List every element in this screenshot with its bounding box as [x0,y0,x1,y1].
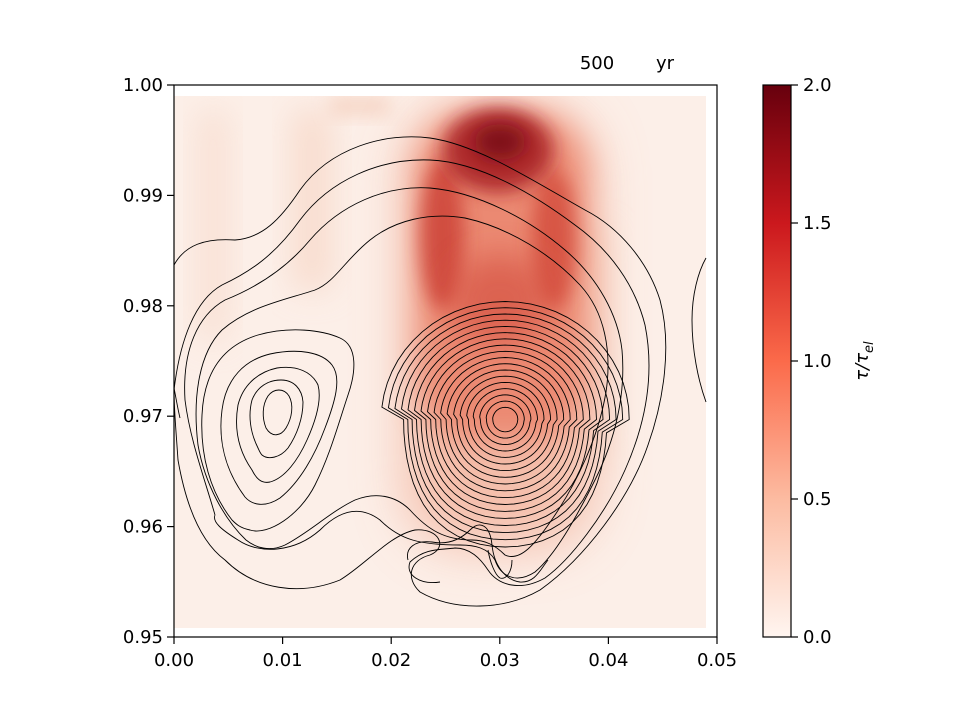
y-axis: 0.95 0.96 0.97 0.98 0.99 1.00 [123,75,174,648]
contour-right-17 [387,307,624,541]
contour-left-1 [201,329,355,532]
contour-edge-right [691,257,707,403]
contour-right-16 [394,313,617,534]
contour-left-2 [220,350,338,505]
y-tick-label: 0.95 [123,627,163,648]
contour-right-4 [472,388,538,452]
contour-right-14 [407,325,604,519]
contour-right-13 [414,332,597,512]
contour-right-5 [466,381,545,458]
contour-outer-2 [173,159,650,586]
contour-left-4 [249,379,304,459]
heat-blob-faint-left [198,110,228,340]
y-tick-label: 0.97 [123,406,163,427]
heat-blob-faint-center [292,110,332,290]
contour-right-12 [420,338,591,505]
contour-right-7 [453,369,558,472]
heat-blob-faint-top [330,96,390,116]
heat-blob-right-lobe [532,170,576,310]
x-tick-label: 0.04 [588,650,628,671]
contour-left-3 [236,366,320,483]
contour-right-1 [492,406,519,433]
heat-blob-left-lobe [420,160,464,310]
contour-outer-4 [195,215,609,557]
contour-right-15 [401,319,611,526]
time-value: 500 [580,53,614,74]
colorbar-label-sub: el [862,341,877,353]
contour-lobe-left [407,524,549,583]
colorbar-tick-label: 1.5 [803,213,832,234]
x-tick-label: 0.03 [480,650,520,671]
contour-right-3 [479,394,532,445]
x-axis: 0.00 0.01 0.02 0.03 0.04 0.05 [154,637,737,671]
heatmap [174,96,706,628]
colorbar-label: τ/τel [852,341,877,381]
x-tick-label: 0.01 [263,650,303,671]
contour-right-2 [485,400,525,439]
contour-left-5 [262,389,293,436]
time-unit: yr [656,53,675,74]
colorbar-ticks: 0.0 0.5 1.0 1.5 2.0 [791,75,832,648]
colorbar-gradient [763,85,791,637]
contour-right-9 [440,357,571,485]
colorbar-tick-label: 0.5 [803,489,832,510]
colorbar-tick-label: 2.0 [803,75,832,96]
colorbar: 0.0 0.5 1.0 1.5 2.0 τ/τel [762,75,877,648]
contour-right-vortex [381,301,630,548]
heat-blob-center [450,255,550,345]
y-tick-label: 1.00 [123,75,163,96]
contour-right-6 [459,375,552,465]
colorbar-tick-label: 0.0 [803,627,832,648]
contour-right-11 [427,344,584,499]
contour-right-18 [381,301,630,548]
heat-blob-peak [474,124,526,160]
contour-lobe-center [487,549,513,579]
colorbar-label-main: τ/τ [852,353,873,381]
x-tick-label: 0.05 [697,650,737,671]
plot-frame [173,84,718,638]
contour-lines [173,136,707,607]
x-tick-label: 0.00 [154,650,194,671]
y-tick-label: 0.99 [123,185,163,206]
contour-right-10 [433,350,578,492]
colorbar-tick-label: 1.0 [803,351,832,372]
contour-right-8 [446,363,565,478]
contour-outer-1 [173,136,667,607]
y-tick-label: 0.96 [123,517,163,538]
y-tick-label: 0.98 [123,296,163,317]
x-tick-label: 0.02 [371,650,411,671]
